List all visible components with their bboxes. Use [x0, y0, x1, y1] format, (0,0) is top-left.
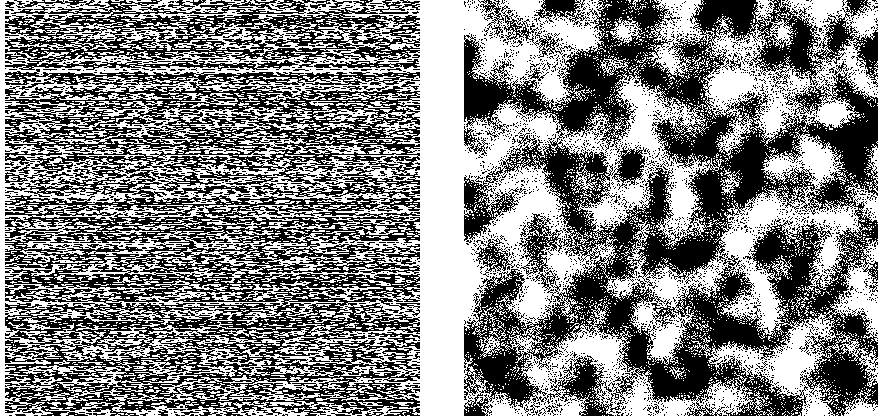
blob-noise-texture [464, 0, 878, 416]
blob-noise-panel [464, 0, 878, 416]
streak-noise-panel [5, 0, 420, 416]
streak-noise-texture [5, 0, 420, 416]
